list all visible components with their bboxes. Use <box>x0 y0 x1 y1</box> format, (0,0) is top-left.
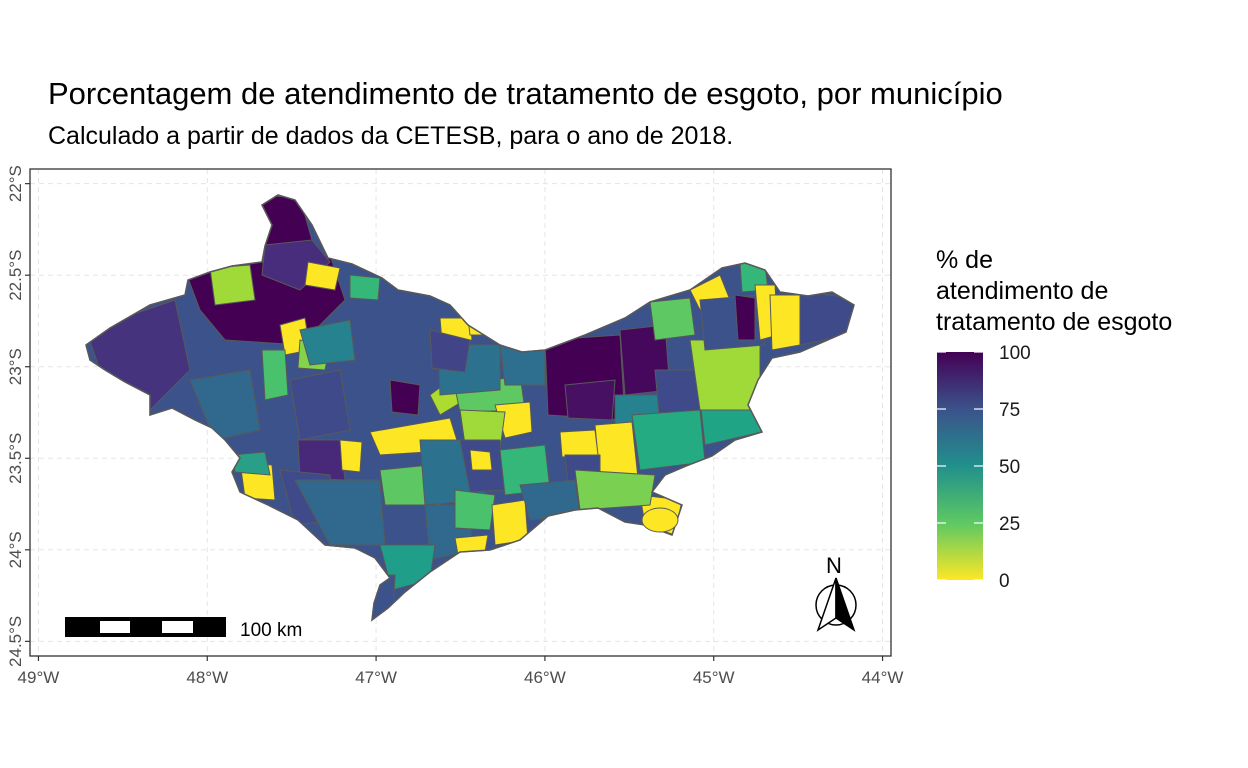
legend-label: 50 <box>999 457 1020 478</box>
municipality-region <box>631 409 706 471</box>
municipality-region <box>469 449 493 471</box>
municipality-region <box>574 469 656 511</box>
y-tick-label: 24.5°S <box>6 616 25 667</box>
municipality-region <box>349 274 381 301</box>
scale-bar-segment <box>162 621 193 633</box>
municipality-region <box>261 349 289 401</box>
municipality-region <box>429 329 471 373</box>
municipality-region <box>594 421 639 479</box>
y-axis: 22°S 22.5°S 23°S 23.5°S 24°S 24.5°S <box>6 165 30 667</box>
legend-label: 25 <box>999 514 1020 535</box>
x-tick-label: 49°W <box>18 668 60 687</box>
municipality-region <box>189 369 261 441</box>
scale-bar-frame <box>65 617 226 637</box>
map-subtitle: Calculado a partir de dados da CETESB, p… <box>48 122 734 150</box>
municipality-region <box>299 319 356 366</box>
panel-border <box>29 168 892 657</box>
y-tick-label: 24°S <box>6 531 25 568</box>
x-tick-label: 48°W <box>186 668 228 687</box>
y-tick-label: 23°S <box>6 348 25 385</box>
municipality-region <box>209 264 256 306</box>
municipality-region <box>389 379 421 416</box>
x-tick-label: 47°W <box>355 668 397 687</box>
scale-bar-label: 100 km <box>240 620 302 641</box>
municipality-region <box>339 439 363 473</box>
legend-label: 0 <box>999 571 1010 592</box>
legend-label: 100 <box>999 343 1031 364</box>
legend: 100 75 50 25 0 <box>937 343 1031 592</box>
municipality-region <box>304 261 341 291</box>
legend-label: 75 <box>999 400 1020 421</box>
scale-bar: 100 km <box>65 617 302 641</box>
y-tick-label: 22°S <box>6 165 25 202</box>
sao-paulo-municipalities <box>85 194 855 622</box>
state-border <box>85 194 855 622</box>
y-tick-label: 22.5°S <box>6 250 25 301</box>
island-ilhabela <box>641 507 679 533</box>
map-title: Porcentagem de atendimento de tratamento… <box>48 76 1003 111</box>
legend-title: % de atendimento de tratamento de esgoto <box>936 246 1173 336</box>
north-arrow: N <box>815 553 857 632</box>
municipality-region <box>564 379 616 421</box>
scale-bar-segment <box>100 621 130 633</box>
legend-ticks: 100 75 50 25 0 <box>937 343 1031 592</box>
x-tick-label: 45°W <box>693 668 735 687</box>
north-arrow-label: N <box>826 553 842 578</box>
y-tick-label: 23.5°S <box>6 433 25 484</box>
municipality-region <box>559 429 599 458</box>
municipality-region <box>734 294 756 341</box>
municipality-region <box>454 489 496 531</box>
x-axis: 49°W 48°W 47°W 46°W 45°W 44°W <box>18 656 904 687</box>
north-arrow-right <box>835 577 856 632</box>
municipality-region <box>649 297 696 341</box>
municipality-region <box>289 369 351 441</box>
x-tick-label: 44°W <box>862 668 904 687</box>
x-tick-label: 46°W <box>524 668 566 687</box>
